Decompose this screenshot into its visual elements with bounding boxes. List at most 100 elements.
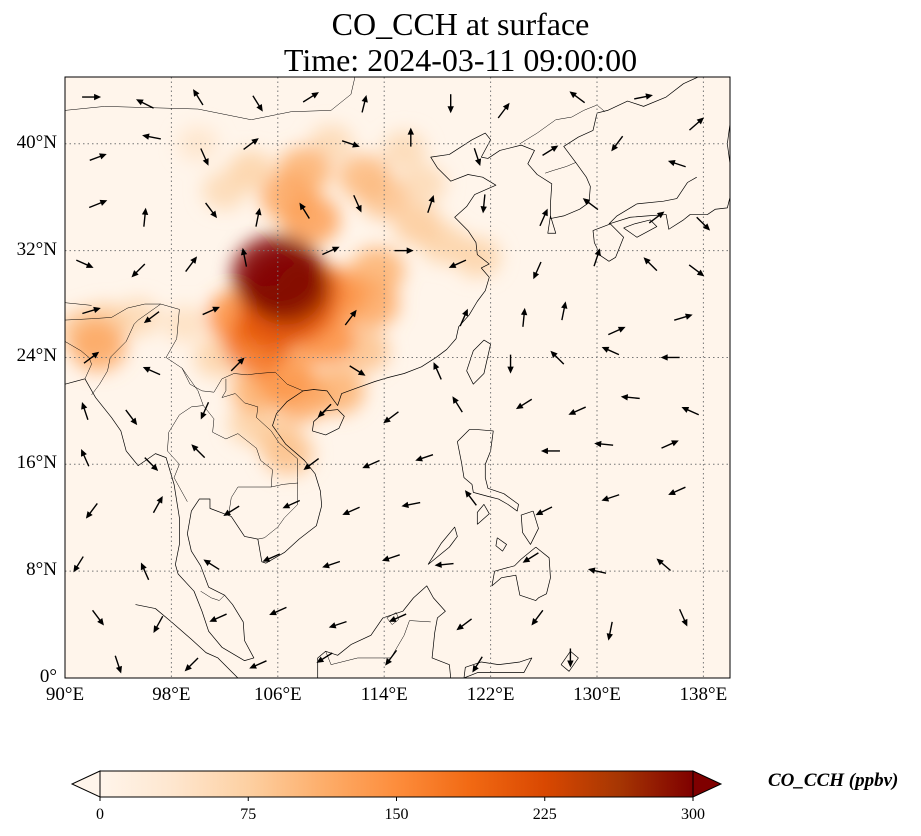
wind-arrow-111 [114, 655, 122, 674]
wind-arrow-21 [88, 199, 108, 209]
wind-arrow-19 [611, 135, 624, 152]
wind-arrow-45 [143, 311, 160, 324]
wind-arrow-91 [73, 556, 84, 573]
wind-arrow-41 [593, 248, 601, 267]
wind-arrow-15 [341, 140, 360, 148]
border-11 [65, 77, 356, 120]
wind-arrow-50 [561, 301, 568, 321]
wind-arrow-59 [550, 350, 565, 365]
wind-arrow-32 [696, 216, 711, 231]
co-concentration-field [65, 124, 501, 476]
map-background [65, 77, 730, 678]
colorbar-label: CO_CCH (ppbv) [768, 770, 899, 791]
wind-arrow-0 [82, 93, 102, 101]
border-2 [203, 405, 298, 540]
wind-arrow-12 [142, 133, 161, 140]
wind-arrow-4 [302, 92, 319, 103]
wind-arrow-71 [681, 406, 700, 416]
wind-arrow-24 [255, 207, 262, 227]
wind-arrow-27 [427, 195, 435, 213]
lon-label-2: 106°E [253, 684, 302, 705]
wind-arrow-74 [191, 444, 206, 459]
wind-arrow-9 [634, 93, 653, 100]
wind-arrow-6 [447, 94, 454, 114]
wind-arrow-60 [601, 346, 620, 356]
wind-arrow-34 [131, 263, 146, 278]
wind-arrow-26 [353, 194, 362, 213]
wind-arrow-101 [91, 609, 104, 626]
wind-arrow-75 [303, 458, 320, 471]
wind-arrow-104 [269, 606, 287, 616]
wind-arrow-110 [678, 608, 688, 627]
coastline-13 [135, 604, 239, 678]
wind-arrow-3 [252, 95, 263, 112]
border-14 [545, 162, 576, 174]
wind-arrow-17 [473, 148, 482, 166]
wind-arrow-94 [262, 553, 281, 562]
wind-arrow-38 [394, 247, 414, 254]
wind-arrow-58 [507, 354, 514, 374]
plume-5 [402, 164, 447, 204]
border-4 [228, 486, 272, 516]
coastline-11 [427, 526, 458, 565]
wind-arrow-117 [567, 648, 574, 668]
coastline-9 [495, 537, 507, 552]
wind-arrow-90 [668, 486, 686, 495]
wind-arrow-82 [152, 495, 163, 514]
wind-arrow-18 [542, 145, 559, 156]
lon-label-4: 122°E [466, 684, 515, 705]
wind-arrow-99 [587, 567, 607, 574]
wind-arrow-42 [643, 257, 658, 272]
coastline-14 [317, 585, 452, 678]
colorbar-tick-label-0: 0 [96, 806, 104, 823]
wind-arrow-100 [656, 558, 671, 572]
colorbar-tick-label-1: 75 [240, 806, 257, 823]
wind-arrow-68 [515, 398, 533, 410]
wind-arrow-116 [472, 656, 483, 673]
border-9 [65, 303, 161, 321]
wind-arrow-85 [342, 506, 360, 515]
coastline-15 [463, 657, 533, 678]
wind-arrow-95 [322, 560, 341, 569]
plume-4 [382, 131, 427, 170]
chart-title: CO_CCH at surface [331, 6, 590, 42]
coastline-16 [560, 650, 579, 672]
wind-vectors [73, 89, 711, 674]
plume-17 [263, 431, 314, 476]
chart-subtitle: Time: 2024-03-11 09:00:00 [283, 42, 638, 78]
wind-arrow-10 [688, 117, 705, 131]
coastline-12 [491, 546, 551, 601]
wind-arrow-39 [448, 259, 467, 268]
border-7 [91, 384, 100, 396]
coastline-7 [457, 429, 519, 512]
wind-arrow-31 [648, 211, 665, 224]
wind-arrow-65 [317, 403, 332, 418]
wind-arrow-107 [456, 618, 473, 631]
wind-arrow-49 [520, 307, 528, 327]
wind-arrow-109 [606, 621, 613, 641]
wind-arrow-55 [230, 357, 245, 372]
wind-arrow-35 [185, 256, 198, 272]
wind-arrow-87 [464, 490, 477, 506]
border-3 [221, 378, 298, 484]
plume-27 [70, 322, 127, 372]
plume-19 [338, 154, 391, 200]
wind-arrow-83 [223, 505, 240, 517]
wind-arrow-73 [144, 457, 159, 472]
colorbar-gradient [99, 770, 694, 798]
wind-arrow-103 [209, 613, 227, 622]
coastline-18 [547, 215, 557, 234]
map-frame [64, 76, 731, 679]
wind-arrow-62 [81, 402, 89, 420]
wind-arrow-57 [433, 362, 442, 380]
wind-arrow-105 [328, 620, 347, 629]
wind-arrow-40 [533, 261, 542, 280]
border-12 [417, 77, 418, 78]
border-16 [386, 612, 400, 625]
wind-arrow-23 [205, 202, 217, 219]
lon-label-5: 130°E [573, 684, 621, 705]
lat-label-2: 16°N [16, 452, 57, 474]
wind-arrow-48 [459, 308, 468, 327]
plume-11 [228, 150, 275, 191]
